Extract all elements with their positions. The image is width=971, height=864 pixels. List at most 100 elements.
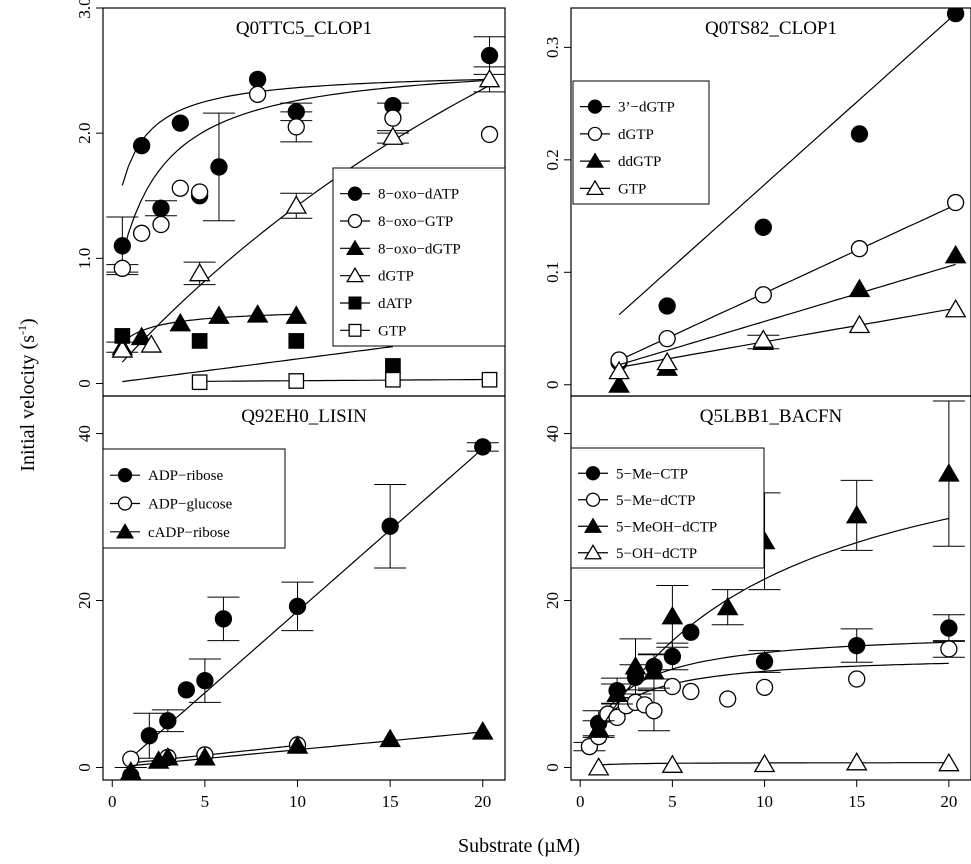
legend-label: 8−oxo−dGTP (378, 241, 461, 257)
data-point (384, 109, 402, 127)
data-point (663, 677, 682, 696)
plot-area (573, 400, 965, 776)
y-tick-label: 20 (543, 592, 562, 609)
data-point (248, 70, 267, 88)
data-point (114, 328, 131, 344)
data-point (288, 333, 305, 349)
data-point (214, 610, 233, 628)
data-point (191, 333, 208, 349)
data-point (385, 358, 401, 374)
legend-marker (348, 296, 362, 310)
y-tick-label: 40 (543, 425, 562, 442)
y-axis-title-end: ) (17, 318, 39, 325)
x-tick-label: 15 (382, 792, 399, 811)
y-tick-label: 0.2 (543, 149, 562, 170)
legend-label: dATP (378, 296, 412, 312)
legend-marker (584, 543, 602, 560)
data-point (754, 218, 772, 236)
series-3 (119, 721, 494, 780)
data-point (190, 183, 209, 201)
data-point (755, 678, 774, 696)
panel-title: Q0TTC5_CLOP1 (236, 18, 372, 39)
x-tick-label: 0 (108, 792, 117, 811)
data-point (285, 195, 308, 214)
data-point (656, 351, 678, 371)
data-point (191, 374, 208, 391)
data-point (719, 690, 737, 708)
data-point (682, 682, 700, 701)
data-point (382, 126, 404, 145)
data-point (845, 751, 868, 771)
data-point (944, 244, 967, 264)
data-point (606, 683, 628, 703)
x-axis-title: Substrate (µM) (458, 835, 580, 857)
legend-label: ADP−glucose (148, 497, 233, 513)
data-point (850, 240, 869, 258)
data-point (210, 158, 228, 176)
legend-item: dGTP (580, 126, 654, 143)
x-tick-label: 20 (940, 792, 957, 811)
legend-marker (346, 266, 364, 283)
legend-marker (585, 466, 601, 481)
data-point (658, 297, 676, 315)
panel-frame (102, 395, 506, 781)
panel-title: Q0TS82_CLOP1 (705, 18, 837, 39)
data-point (381, 517, 399, 535)
data-point (385, 371, 401, 388)
legend-item: 8−oxo−GTP (340, 213, 453, 230)
legend-marker (116, 523, 134, 539)
series-3 (582, 400, 965, 738)
data-point (755, 652, 774, 671)
data-point (848, 636, 866, 655)
legend: 8−oxo−dATP 8−oxo−GTP 8−oxo−dGTP dGTP dATP GTP (332, 167, 506, 347)
legend-label: GTP (618, 181, 646, 197)
plot-area (106, 36, 505, 391)
series-4 (111, 66, 505, 363)
series-4 (587, 751, 960, 776)
data-point (177, 681, 196, 699)
series-4 (608, 298, 967, 380)
data-point (848, 670, 866, 688)
data-point (188, 262, 211, 282)
data-point (133, 224, 151, 242)
x-tick-label: 5 (201, 792, 210, 811)
legend-marker (117, 496, 133, 511)
panel-4: Q5LBB1_BACFN 0 20 40 0 5 10 15 20 5−Me−CTP 5−Me−dC… (543, 395, 971, 811)
legend-label: ADP−ribose (148, 468, 223, 484)
legend-item: ddGTP (580, 152, 661, 170)
data-point (850, 125, 869, 143)
y-axis-title: Initial velocity (s-1) (15, 318, 39, 471)
legend-marker (587, 126, 603, 142)
legend-item: ADP−glucose (110, 496, 233, 513)
fit-line (121, 79, 490, 256)
data-point (938, 752, 960, 772)
legend-item: 8−oxo−dGTP (340, 239, 461, 257)
y-tick-label: 0 (543, 763, 562, 772)
data-point (624, 655, 647, 675)
legend-marker (347, 186, 363, 201)
data-point (152, 199, 170, 217)
data-point (944, 298, 967, 318)
legend-marker (587, 99, 603, 114)
series-1 (582, 614, 965, 737)
data-point (474, 438, 492, 456)
x-tick-label: 10 (756, 792, 773, 811)
x-tick-label: 20 (474, 792, 491, 811)
data-point (133, 137, 151, 155)
data-point (288, 597, 307, 616)
legend-label: 5−OH−dCTP (616, 546, 697, 562)
legend-marker (117, 468, 133, 483)
legend-label: 5−MeOH−dCTP (616, 519, 717, 535)
data-point (152, 215, 170, 234)
fit-line (618, 307, 956, 368)
data-point (113, 237, 131, 255)
legend-item: 3’−dGTP (580, 99, 675, 116)
legend-item: 5−Me−dCTP (578, 492, 695, 509)
data-point (194, 746, 216, 766)
data-point (940, 640, 958, 658)
fit-line (121, 78, 490, 186)
y-tick-label: 0.3 (543, 37, 562, 58)
data-point (663, 647, 682, 666)
panel-frame (570, 395, 971, 781)
legend-label: dGTP (378, 269, 414, 285)
